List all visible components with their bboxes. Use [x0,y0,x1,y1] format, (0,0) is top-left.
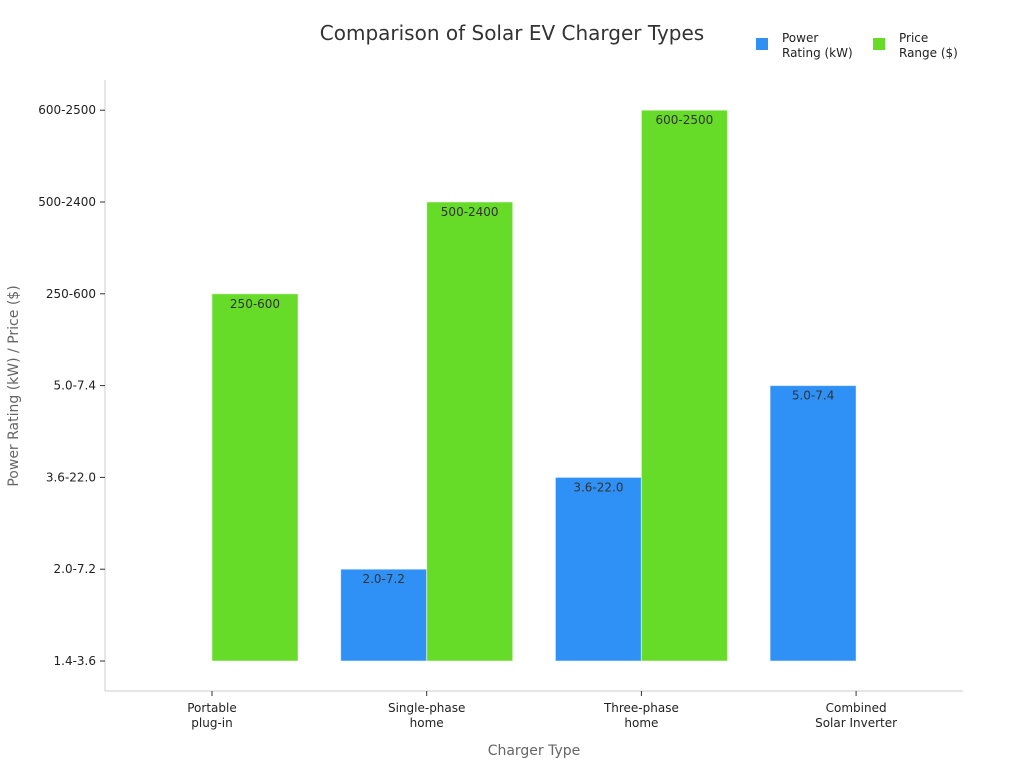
x-tick-label: Single-phase home [388,701,465,730]
x-tick-label: Three-phase home [603,701,679,730]
legend-swatch [756,38,768,50]
legend-swatch [873,38,885,50]
bar-price [211,293,299,662]
bar-data-label: 500-2400 [441,205,499,219]
x-tick-label: Combined Solar Inverter [815,701,897,730]
bar-power [340,568,428,662]
chart-title: Comparison of Solar EV Charger Types [320,21,704,45]
y-tick-label: 3.6-22.0 [46,470,96,484]
y-tick-label: 250-600 [46,287,96,301]
x-axis-label: Charger Type [488,743,581,759]
y-axis-label: Power Rating (kW) / Price ($) [6,285,22,486]
bar-price [640,109,728,662]
bar-power [554,476,642,662]
bar-data-label: 250-600 [230,297,280,311]
y-tick-label: 500-2400 [38,195,96,209]
bar-data-label: 600-2500 [656,113,714,127]
legend-label: Price Range ($) [899,31,958,60]
bar-data-label: 5.0-7.4 [792,389,835,403]
legend-label: Power Rating (kW) [782,31,853,60]
y-tick-label: 1.4-3.6 [54,654,97,668]
bar-power [769,385,857,662]
bar-data-label: 2.0-7.2 [362,572,405,586]
x-tick-label: Portable plug-in [187,701,236,730]
bar-price [426,201,514,662]
y-tick-label: 600-2500 [38,103,96,117]
y-tick-label: 5.0-7.4 [54,379,97,393]
bar-data-label: 3.6-22.0 [573,480,623,494]
y-tick-label: 2.0-7.2 [54,562,97,576]
